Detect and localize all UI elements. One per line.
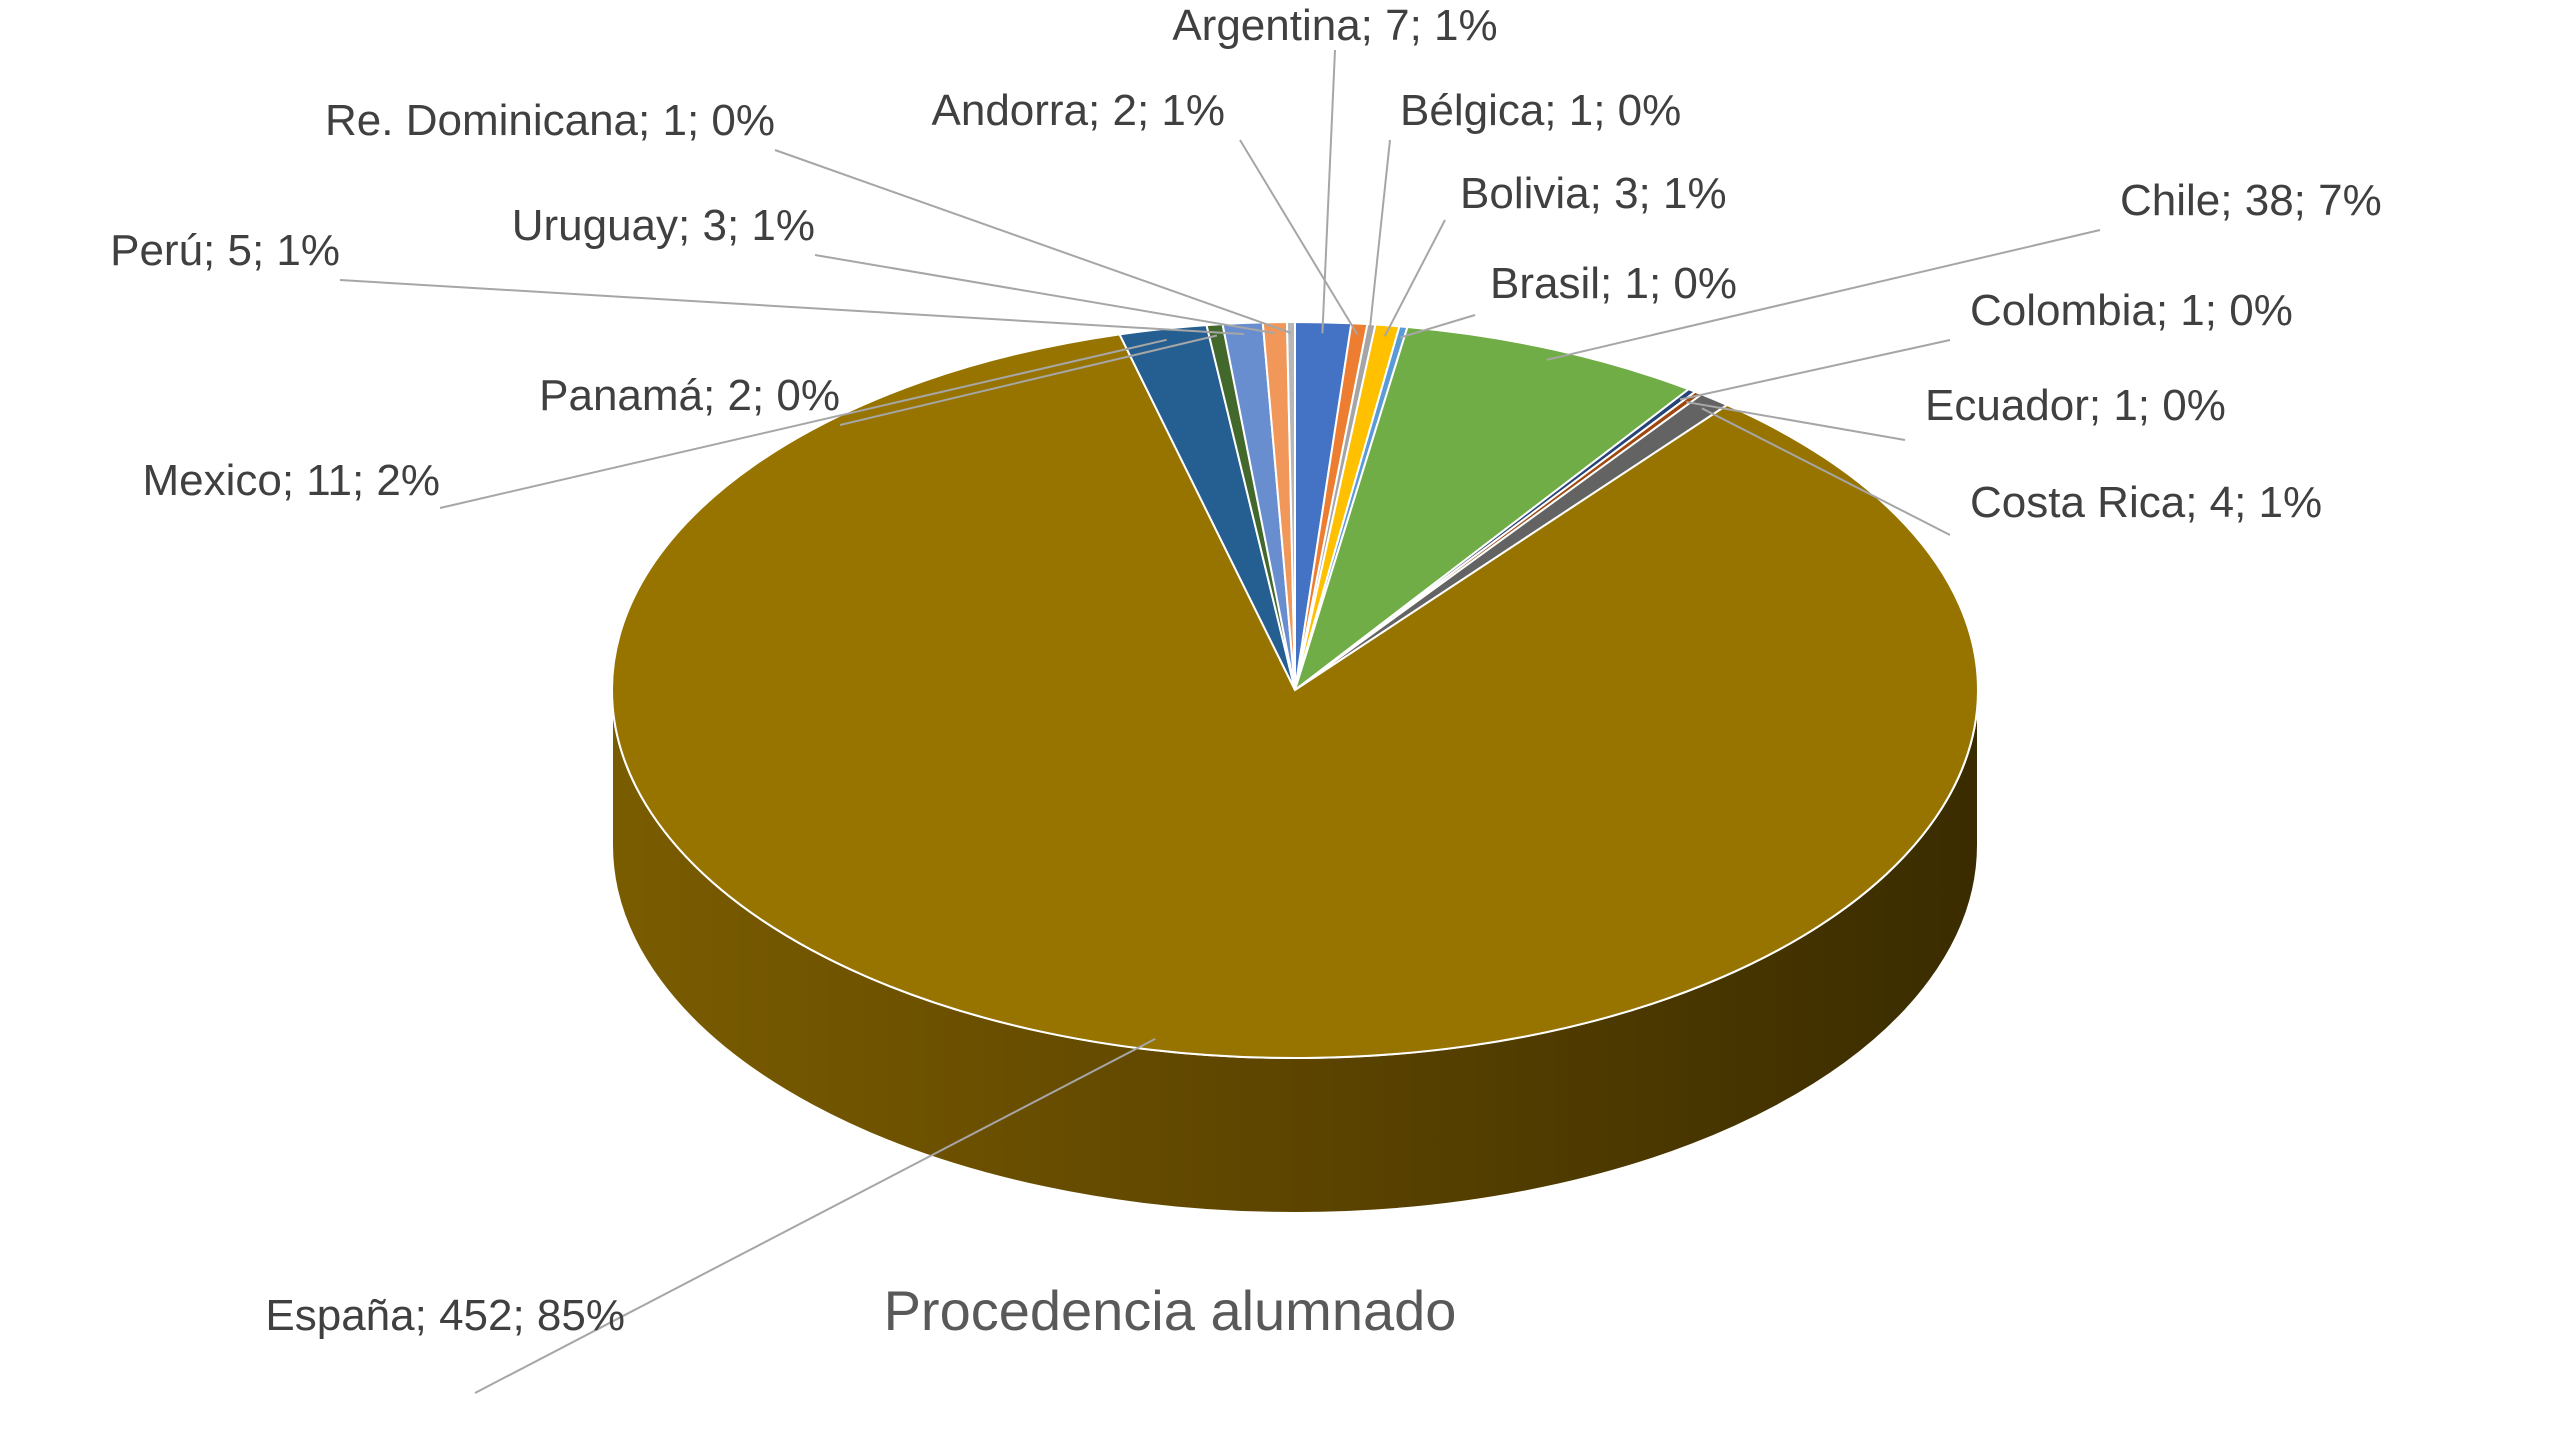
- slice-label-argentina: Argentina; 7; 1%: [1172, 1, 1497, 50]
- slice-label-andorra: Andorra; 2; 1%: [932, 86, 1226, 135]
- slice-label-uruguay: Uruguay; 3; 1%: [512, 201, 815, 250]
- slice-labels: Argentina; 7; 1% Andorra; 2; 1% Bélgica; 1…: [110, 1, 2382, 1340]
- pie-slices: [611, 320, 1979, 1059]
- leader-line-panama: [839, 334, 1218, 426]
- leader-line-colombia: [1679, 339, 1951, 401]
- leader-line-andorra: [1239, 139, 1359, 336]
- leader-line-mexico: [439, 338, 1167, 509]
- slice-label-peru: Perú; 5; 1%: [110, 226, 340, 275]
- slice-label-brasil: Brasil; 1; 0%: [1490, 259, 1737, 308]
- pie-slice-re-dominicana: [1285, 320, 1296, 691]
- slice-label-mexico: Mexico; 11; 2%: [142, 456, 440, 505]
- slice-label-bolivia: Bolivia; 3; 1%: [1460, 169, 1727, 218]
- slice-label-re-dominicana: Re. Dominicana; 1; 0%: [325, 96, 775, 145]
- leader-line-bolivia: [1383, 219, 1446, 337]
- leader-line-belgica: [1368, 139, 1391, 336]
- slice-label-chile: Chile; 38; 7%: [2120, 176, 2382, 225]
- slice-label-ecuador: Ecuador; 1; 0%: [1925, 381, 2226, 430]
- slice-label-belgica: Bélgica; 1; 0%: [1400, 86, 1681, 135]
- slice-label-costa-rica: Costa Rica; 4; 1%: [1970, 478, 2322, 527]
- leader-line-ecuador: [1686, 401, 1906, 441]
- chart-title: Procedencia alumnado: [884, 1279, 1457, 1342]
- leader-line-argentina: [1321, 49, 1336, 334]
- leader-line-re-dominicana: [774, 149, 1292, 334]
- leader-line-uruguay: [814, 254, 1276, 335]
- leader-line-brasil: [1399, 314, 1476, 339]
- slice-label-panama: Panamá; 2; 0%: [539, 371, 840, 420]
- leader-line-costa-rica: [1701, 407, 1951, 536]
- slice-label-espana: España; 452; 85%: [265, 1291, 625, 1340]
- leader-line-espana: [474, 1038, 1156, 1394]
- leader-line-chile: [1546, 229, 2101, 361]
- slice-label-colombia: Colombia; 1; 0%: [1970, 286, 2293, 335]
- leader-line-peru: [339, 279, 1245, 336]
- leader-lines: [339, 49, 2101, 1394]
- pie-slice-espana: [611, 333, 1979, 1059]
